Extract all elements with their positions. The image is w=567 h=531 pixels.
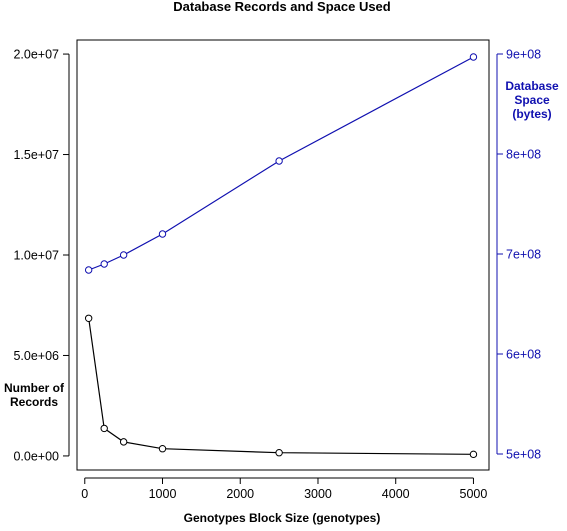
- y-left-tick-label: 0.0e+00: [13, 449, 59, 463]
- y-right-tick-label: 5e+08: [506, 448, 541, 462]
- right-axis-title-line: Space: [514, 93, 550, 107]
- plot-frame: [76, 39, 490, 471]
- x-tick-label: 0: [81, 487, 88, 501]
- x-axis: 0 1000 2000 3000 4000 5000: [81, 477, 488, 501]
- space-point: [469, 53, 478, 61]
- space-point: [275, 157, 283, 165]
- series-layer: [84, 53, 478, 459]
- records-point: [100, 424, 108, 433]
- space-point: [84, 266, 93, 274]
- records-series-line: [88, 318, 474, 455]
- x-tick-label: 2000: [226, 487, 254, 501]
- left-axis-title-line: Number of: [4, 381, 65, 395]
- space-point: [158, 230, 167, 238]
- records-point: [119, 438, 128, 446]
- x-tick-label: 3000: [304, 487, 332, 501]
- x-axis-title: Genotypes Block Size (genotypes): [184, 511, 381, 525]
- space-point: [119, 251, 128, 259]
- y-left-tick-label: 2.0e+07: [13, 48, 59, 62]
- y-left-tick-label: 5.0e+06: [13, 349, 59, 363]
- records-point: [84, 314, 93, 322]
- y-axis-right: 5e+08 6e+08 7e+08 8e+08 9e+08: [496, 48, 541, 462]
- y-right-tick-label: 6e+08: [506, 348, 541, 362]
- x-tick-label: 4000: [382, 487, 410, 501]
- chart-title: Database Records and Space Used: [173, 0, 391, 14]
- right-axis-title-line: (bytes): [512, 107, 551, 121]
- left-axis-title-line: Records: [10, 395, 58, 409]
- y-right-tick-label: 8e+08: [506, 148, 541, 162]
- records-point: [275, 449, 283, 457]
- y-left-tick-label: 1.5e+07: [13, 148, 59, 162]
- space-point: [100, 260, 108, 268]
- y-axis-left: 0.0e+00 5.0e+06 1.0e+07 1.5e+07 2.0e+07: [13, 48, 70, 463]
- x-tick-label: 5000: [460, 487, 488, 501]
- y-right-tick-label: 7e+08: [506, 248, 541, 262]
- records-point: [469, 450, 478, 459]
- y-left-tick-label: 1.0e+07: [13, 249, 59, 263]
- y-right-tick-label: 9e+08: [506, 48, 541, 62]
- right-axis-title-line: Database: [505, 79, 559, 93]
- records-point: [158, 445, 167, 453]
- x-tick-label: 1000: [149, 487, 177, 501]
